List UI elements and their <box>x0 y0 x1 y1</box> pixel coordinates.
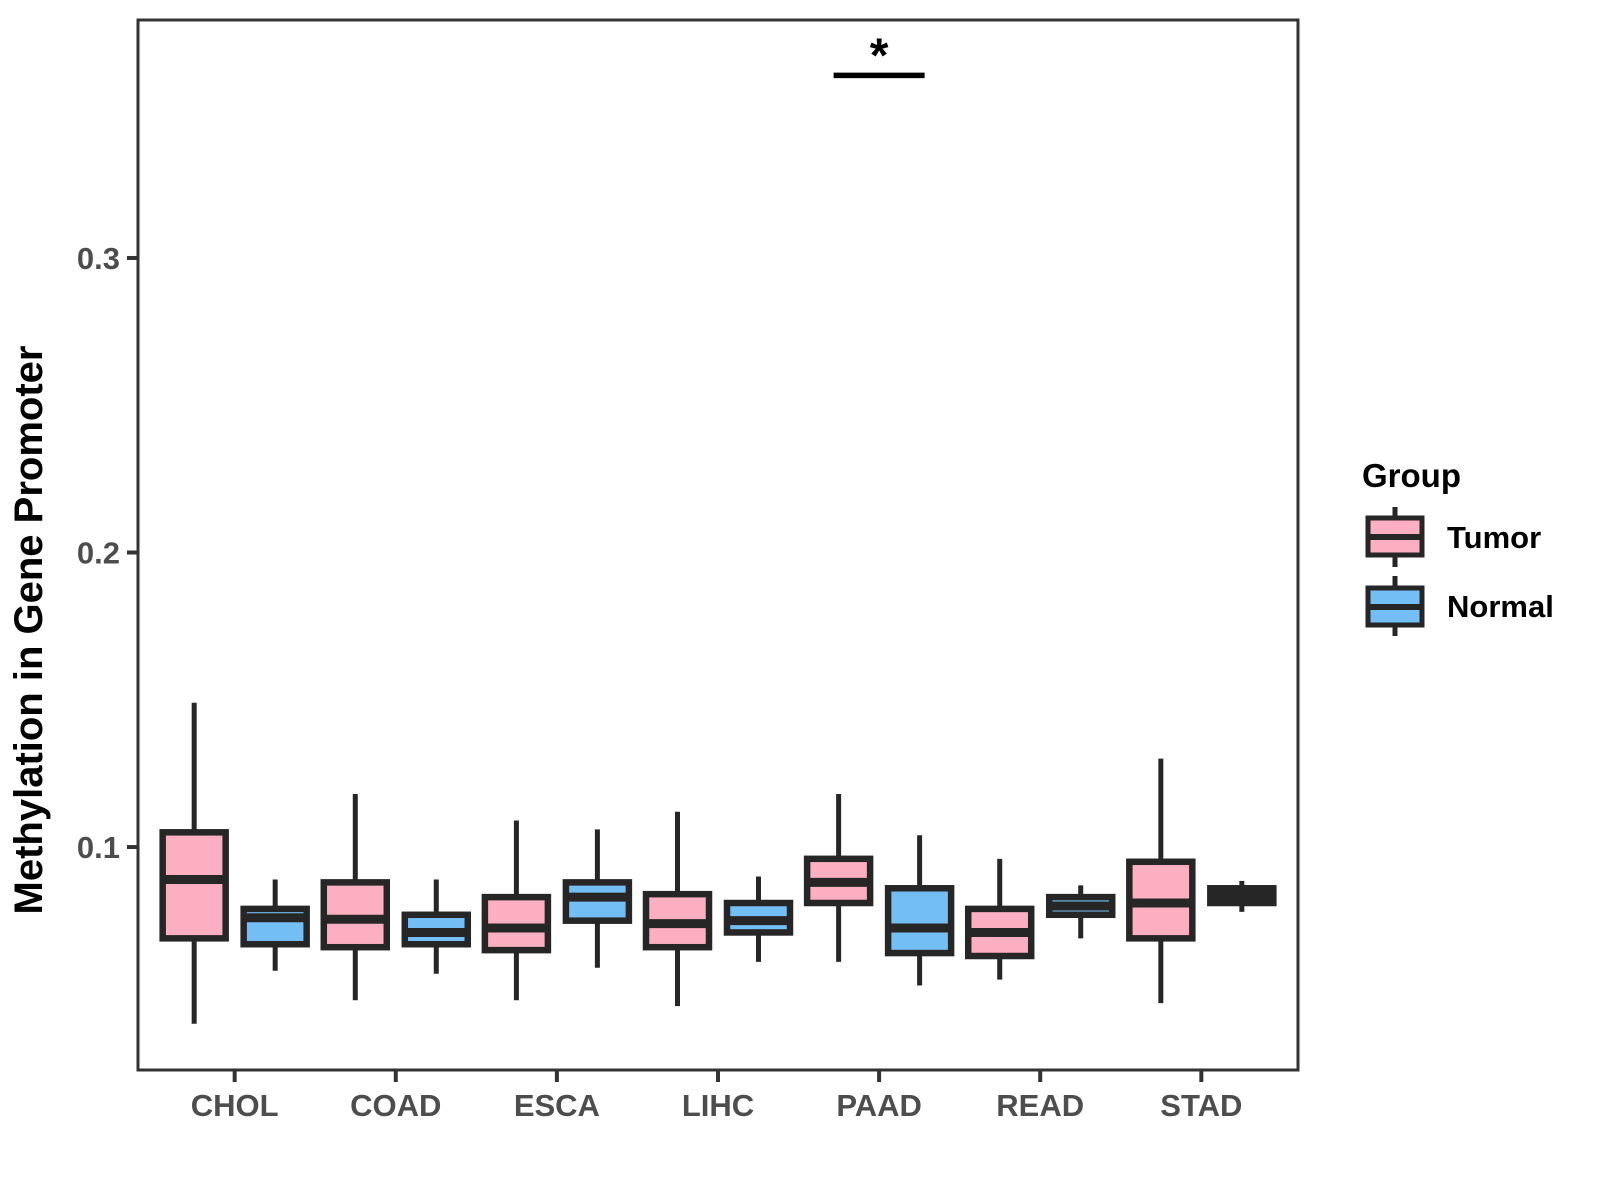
iqr-box <box>159 829 229 942</box>
x-tick-label: LIHC <box>682 1088 754 1123</box>
box-normal-paad <box>884 835 955 986</box>
box-normal-coad <box>401 879 472 974</box>
box-normal-lihc <box>723 876 794 962</box>
box-tumor-read <box>964 858 1035 980</box>
axis-layer: 0.1 0.2 0.3 CHOL COAD ESCA LIHC PAAD READ STAD <box>77 241 1242 1123</box>
x-tick-label: CHOL <box>191 1088 279 1123</box>
legend-key-tumor: Tumor <box>1365 507 1541 567</box>
boxes-layer <box>159 702 1277 1024</box>
y-tick-label: 0.2 <box>77 536 120 571</box>
significance-layer: * <box>833 29 925 82</box>
box-normal-esca <box>562 829 633 968</box>
box-tumor-paad <box>803 794 874 962</box>
x-tick-label: READ <box>996 1088 1084 1123</box>
x-tick-label: ESCA <box>514 1088 600 1123</box>
plot-panel <box>136 18 1300 1072</box>
box-tumor-coad <box>320 794 391 1001</box>
iqr-box <box>884 885 955 957</box>
legend-label-normal: Normal <box>1447 589 1554 624</box>
box-normal-read <box>1045 885 1116 939</box>
legend-title: Group <box>1362 457 1461 494</box>
box-tumor-stad <box>1126 758 1196 1004</box>
x-tick-label: STAD <box>1160 1088 1242 1123</box>
box-normal-chol <box>240 879 310 971</box>
y-tick-label: 0.1 <box>77 830 120 865</box>
significance-star: * <box>870 29 889 82</box>
legend: Group Tumor Normal <box>1362 457 1554 636</box>
legend-label-tumor: Tumor <box>1447 520 1541 555</box>
box-tumor-esca <box>481 820 552 1001</box>
box-normal-stad <box>1207 880 1277 912</box>
y-tick-label: 0.3 <box>77 241 120 276</box>
x-tick-label: COAD <box>350 1088 441 1123</box>
y-axis-title: Methylation in Gene Promoter <box>7 346 51 915</box>
legend-key-normal: Normal <box>1365 576 1554 636</box>
x-tick-label: PAAD <box>836 1088 922 1123</box>
box-tumor-lihc <box>642 811 713 1007</box>
box-tumor-chol <box>159 702 229 1024</box>
